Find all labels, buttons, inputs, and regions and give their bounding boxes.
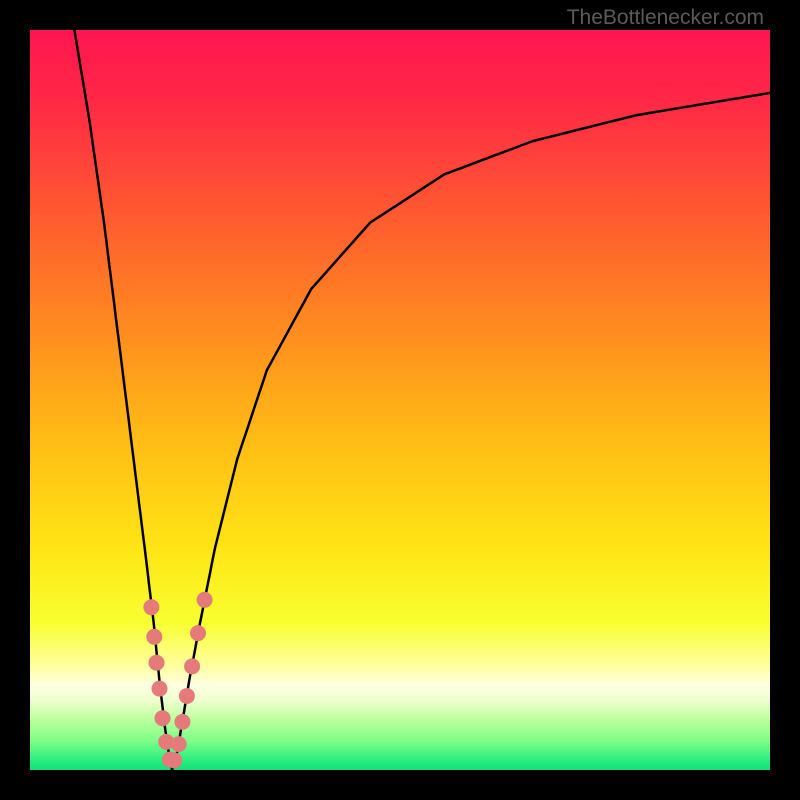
data-point [152, 681, 168, 697]
data-point [146, 629, 162, 645]
data-point [190, 625, 206, 641]
data-point [197, 592, 213, 608]
data-point [166, 752, 182, 768]
data-point [179, 688, 195, 704]
data-point [155, 710, 171, 726]
curve-path [74, 30, 770, 770]
chart-frame: TheBottlenecker.com [0, 0, 800, 800]
data-point [143, 599, 159, 615]
data-point [184, 658, 200, 674]
data-point [171, 736, 187, 752]
watermark-text: TheBottlenecker.com [567, 6, 764, 30]
data-point [149, 655, 165, 671]
data-point [174, 714, 190, 730]
bottleneck-curve [0, 0, 800, 800]
